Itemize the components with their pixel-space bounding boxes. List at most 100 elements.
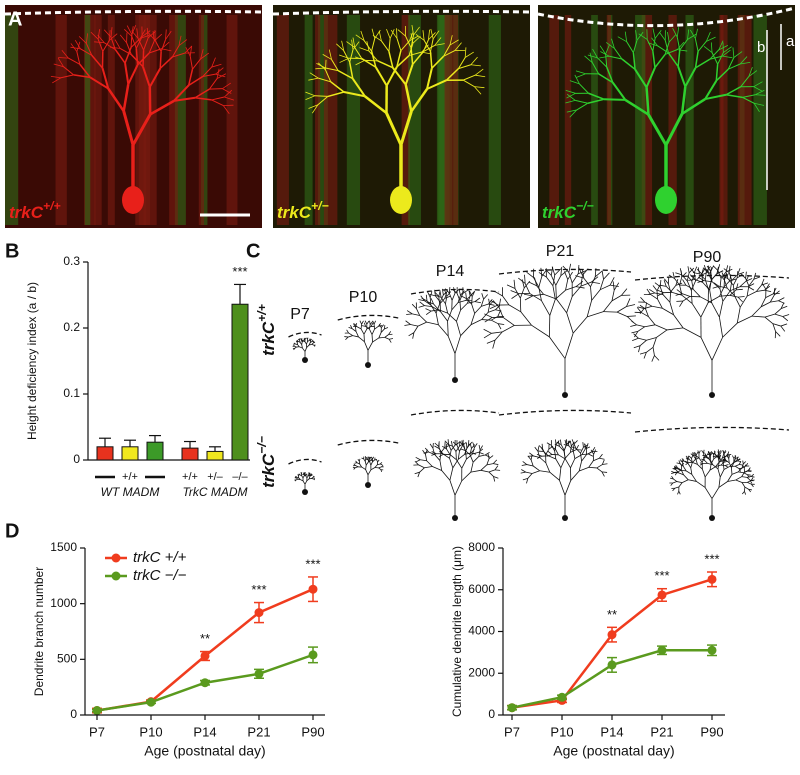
- dendrite: [732, 472, 738, 475]
- soma: [365, 362, 371, 368]
- series-line: [512, 579, 712, 707]
- dendrite: [550, 472, 560, 480]
- dendrite: [766, 294, 773, 298]
- dendrite: [456, 321, 460, 335]
- dendrite: [450, 455, 456, 460]
- dendrite: [389, 339, 393, 340]
- dendrite: [366, 465, 367, 470]
- dendrite: [539, 272, 546, 277]
- dendrite: [538, 451, 540, 457]
- dendrite: [728, 452, 729, 455]
- dendrite: [439, 454, 444, 456]
- dendrite: [523, 461, 527, 464]
- dendrite: [683, 466, 686, 471]
- point: [708, 575, 717, 584]
- dendrite: [770, 301, 778, 302]
- dendrite: [355, 465, 358, 466]
- y-tick-label: 1000: [50, 596, 77, 610]
- dendrite: [498, 311, 500, 317]
- dendrite: [655, 325, 667, 330]
- dendrite: [693, 272, 700, 273]
- dendrite: [416, 309, 419, 316]
- dendrite: [418, 322, 427, 326]
- dendrite: [311, 339, 312, 340]
- dendrite: [561, 267, 562, 276]
- tissue: [277, 15, 289, 225]
- dendrite: [471, 462, 473, 472]
- dendrite: [599, 454, 602, 458]
- bar: [122, 447, 138, 460]
- dendrite: [634, 346, 640, 348]
- dendrite: [561, 270, 568, 275]
- y-tick-label: 2000: [468, 665, 495, 679]
- dendrite: [653, 285, 657, 290]
- dendrite: [702, 469, 705, 477]
- dendrite: [378, 460, 380, 462]
- soma: [452, 377, 458, 383]
- dendrite: [604, 99, 625, 100]
- legend-marker: [112, 572, 121, 581]
- dendrite: [495, 332, 502, 340]
- dendrite: [723, 323, 738, 337]
- dendrite: [526, 472, 532, 473]
- soma: [709, 515, 715, 521]
- gene: trkC: [277, 203, 312, 222]
- dendrite: [548, 456, 555, 459]
- dendrite: [751, 476, 754, 477]
- dendrite: [461, 325, 471, 336]
- dendrite: [430, 444, 433, 448]
- point: [708, 646, 717, 655]
- dendrite: [527, 465, 533, 466]
- dendrite: [371, 462, 373, 465]
- soma: [452, 515, 458, 521]
- dendrite: [569, 264, 571, 273]
- dendrite: [414, 326, 418, 332]
- dendrite: [455, 336, 461, 354]
- dendrite: [379, 332, 381, 338]
- dendrite: [775, 309, 781, 315]
- genotype: −/−: [576, 199, 594, 213]
- dendrite: [693, 289, 700, 297]
- point: [255, 608, 264, 617]
- dendrite: [692, 303, 701, 317]
- dendrite: [699, 451, 700, 454]
- dendrite: [720, 470, 724, 478]
- x-tick-label: –/–: [232, 471, 248, 483]
- x-tick-label: P14: [193, 724, 216, 739]
- dendrite: [602, 464, 607, 465]
- dendrite: [439, 290, 441, 296]
- dendrite: [781, 324, 787, 326]
- dendrite: [375, 465, 377, 468]
- dendrite: [567, 313, 574, 333]
- y-tick-label: 0.2: [63, 320, 80, 334]
- dendrite: [593, 458, 599, 461]
- x-tick-label: P21: [247, 724, 270, 739]
- dendrite: [445, 304, 447, 313]
- dendrite: [407, 311, 412, 314]
- dendrite: [312, 344, 314, 345]
- dendrite: [426, 295, 427, 301]
- dendrite: [481, 470, 489, 472]
- dendrite: [663, 295, 670, 303]
- bar: [207, 451, 223, 460]
- dendrite: [487, 464, 493, 465]
- dendrite: [723, 463, 724, 470]
- dendrite: [389, 339, 391, 342]
- dendrite: [481, 304, 488, 306]
- dendrite: [507, 285, 515, 289]
- dendrite: [472, 304, 475, 313]
- dendrite: [743, 461, 744, 464]
- dendrite: [481, 299, 483, 306]
- dendrite: [730, 287, 740, 291]
- dendrite: [533, 466, 540, 471]
- dendrite: [555, 449, 558, 455]
- dendrite: [381, 325, 383, 328]
- dendrite: [699, 458, 702, 462]
- dendrite: [736, 283, 738, 289]
- dendrite: [379, 337, 385, 338]
- bar: [97, 447, 113, 460]
- dendrite: [733, 285, 734, 295]
- dendrite: [488, 305, 489, 313]
- dendrite: [632, 338, 638, 340]
- dendrite: [307, 476, 308, 478]
